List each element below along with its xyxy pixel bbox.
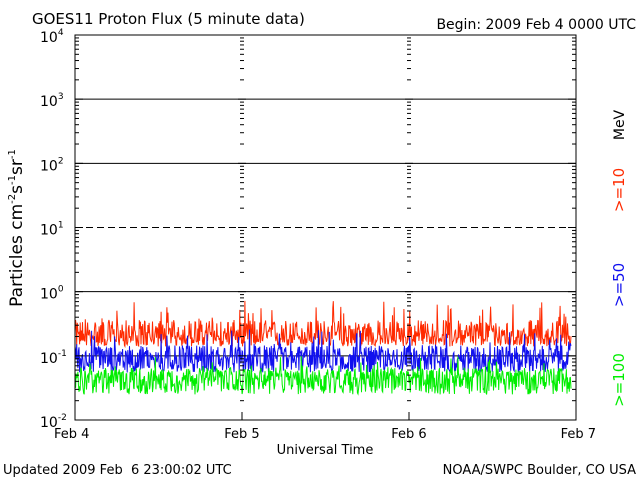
legend-entry: >=10	[610, 168, 628, 212]
chart-title: GOES11 Proton Flux (5 minute data)	[32, 10, 305, 28]
footer-updated: Updated 2009 Feb 6 23:00:02 UTC	[3, 463, 232, 478]
legend-entry: >=50	[610, 263, 628, 307]
y-axis-label: Particles cm-2s-1sr-1	[7, 149, 27, 307]
legend-entry: >=100	[610, 353, 628, 407]
y-tick-label: 10-1	[40, 349, 67, 367]
footer-credit: NOAA/SWPC Boulder, CO USA	[443, 463, 636, 478]
y-tick-label: 103	[40, 92, 64, 110]
legend: MeV >=10 >=50 >=100	[610, 109, 628, 406]
y-tick-label: 104	[40, 28, 64, 46]
y-tick-label: 100	[40, 285, 64, 303]
series-line	[74, 356, 572, 396]
reference-lines	[75, 98, 576, 357]
y-tick-label: 101	[40, 221, 64, 239]
series-line	[74, 300, 572, 349]
x-tick-labels: Feb 4 Feb 5 Feb 6 Feb 7	[54, 427, 596, 442]
series-traces	[74, 300, 572, 396]
x-tick-label: Feb 7	[561, 427, 596, 442]
y-tick-label: 102	[40, 156, 64, 174]
series-line	[74, 329, 572, 374]
x-axis-label: Universal Time	[277, 443, 374, 458]
y-tick-label: 10-2	[40, 413, 67, 431]
y-tick-labels: 104 103 102 101 100 10-1 10-2	[40, 28, 67, 431]
x-tick-label: Feb 5	[224, 427, 259, 442]
axis-ticks	[75, 37, 576, 421]
x-tick-label: Feb 4	[54, 427, 89, 442]
legend-unit-label: MeV	[612, 109, 628, 140]
plot-frame	[74, 34, 577, 421]
begin-label: Begin: 2009 Feb 4 0000 UTC	[436, 17, 636, 33]
x-tick-label: Feb 6	[391, 427, 426, 442]
